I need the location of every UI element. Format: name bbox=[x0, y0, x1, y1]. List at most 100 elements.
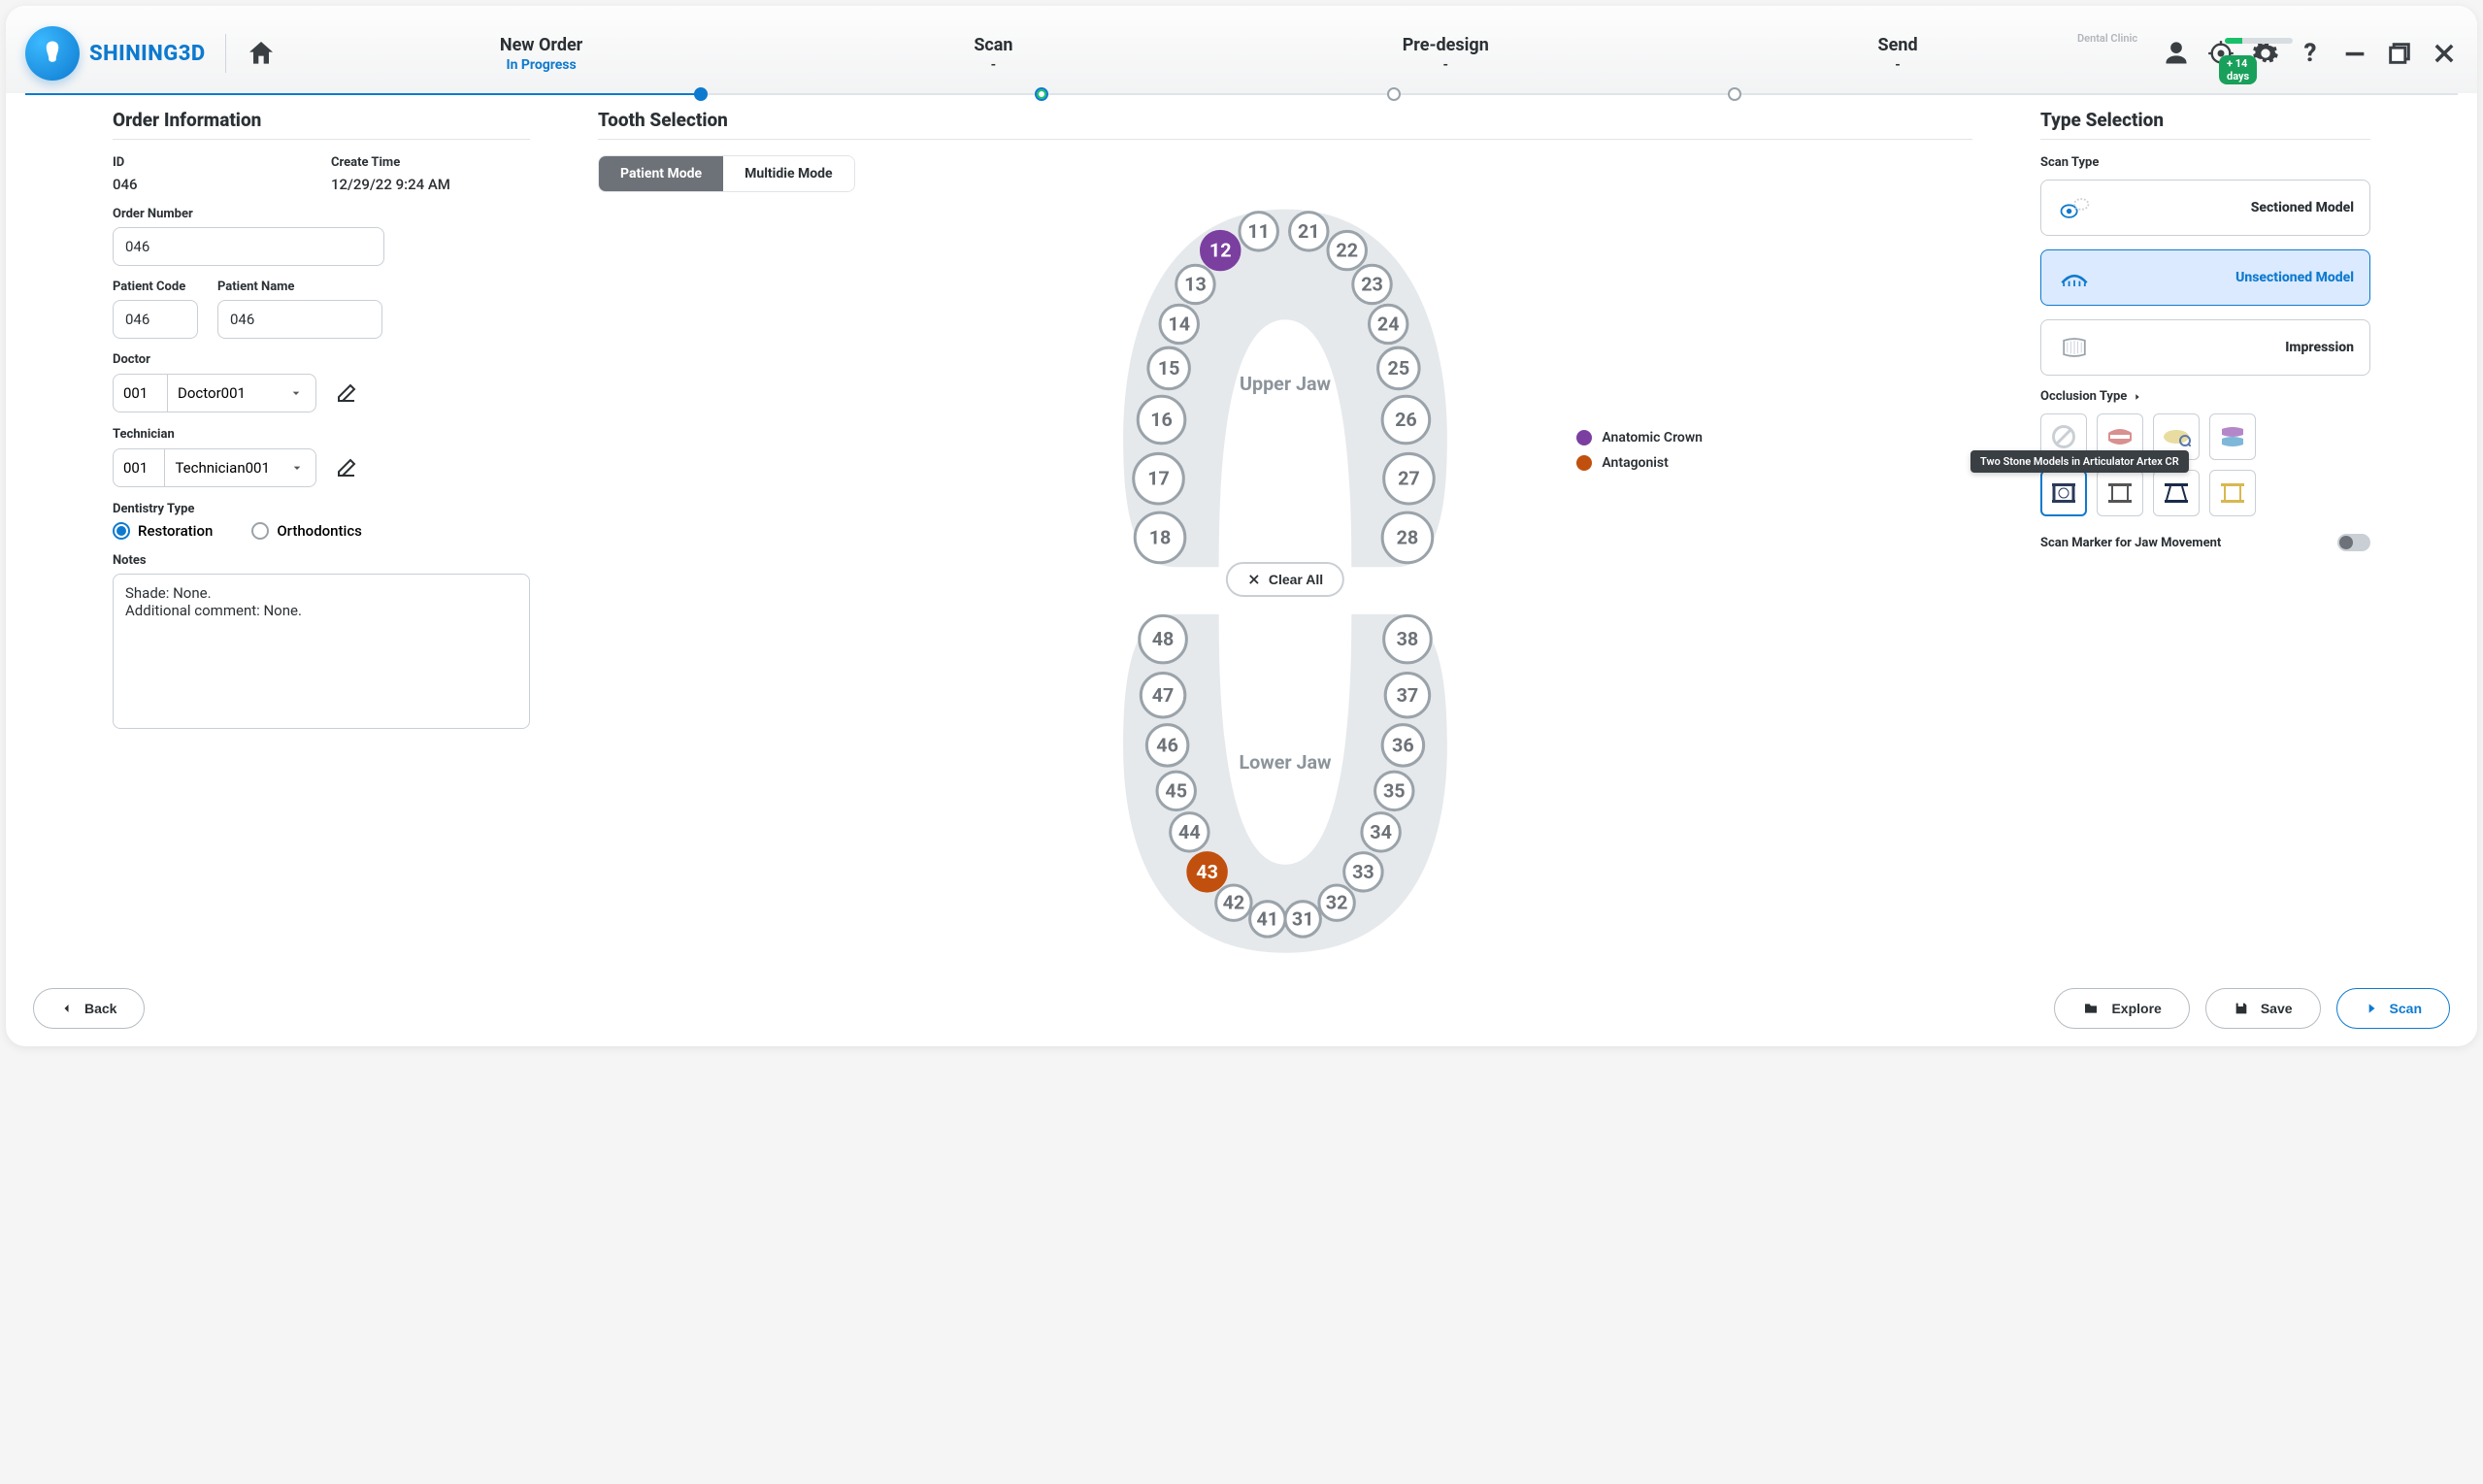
brand-text: SHINING3D bbox=[89, 42, 206, 66]
svg-text:23: 23 bbox=[1361, 273, 1383, 295]
tooth-13[interactable]: 13 bbox=[1176, 265, 1214, 303]
occlusion-articulator-4[interactable] bbox=[2209, 470, 2256, 516]
svg-text:25: 25 bbox=[1388, 357, 1410, 379]
tooth-22[interactable]: 22 bbox=[1328, 231, 1366, 269]
tooth-41[interactable]: 41 bbox=[1250, 902, 1285, 937]
back-button[interactable]: Back bbox=[33, 988, 145, 1029]
step-new-order[interactable]: New Order In Progress bbox=[315, 35, 768, 73]
topbar-right: Dental Clinic + 14 days ? bbox=[2163, 40, 2458, 67]
license-progress bbox=[2225, 38, 2293, 44]
tooth-48[interactable]: 48 bbox=[1140, 615, 1187, 663]
minimize-icon[interactable] bbox=[2341, 40, 2368, 67]
tooth-25[interactable]: 25 bbox=[1378, 347, 1419, 388]
clear-all-button[interactable]: Clear All bbox=[1226, 562, 1344, 597]
order-number-input[interactable] bbox=[113, 227, 384, 266]
tooth-28[interactable]: 28 bbox=[1382, 512, 1433, 563]
tab-patient-mode[interactable]: Patient Mode bbox=[599, 156, 723, 191]
tooth-11[interactable]: 11 bbox=[1240, 213, 1277, 250]
restoration-radio[interactable]: Restoration bbox=[113, 522, 213, 540]
doctor-select[interactable]: 001 Doctor001 bbox=[113, 374, 316, 412]
tooth-21[interactable]: 21 bbox=[1290, 213, 1328, 250]
notes-textarea[interactable] bbox=[113, 574, 530, 729]
tooth-18[interactable]: 18 bbox=[1135, 512, 1185, 563]
chevron-right-icon bbox=[2133, 392, 2142, 402]
footer: Back Explore Save Scan bbox=[6, 976, 2477, 1046]
tooth-23[interactable]: 23 bbox=[1353, 265, 1391, 303]
svg-text:44: 44 bbox=[1178, 821, 1201, 843]
scan-marker-toggle[interactable] bbox=[2337, 534, 2370, 551]
tooth-26[interactable]: 26 bbox=[1382, 396, 1430, 444]
chevron-right-icon bbox=[2365, 1002, 2378, 1015]
close-icon[interactable] bbox=[2431, 40, 2458, 67]
scan-card-sectioned-model[interactable]: Sectioned Model bbox=[2040, 180, 2370, 236]
explore-button[interactable]: Explore bbox=[2054, 988, 2189, 1029]
tooth-37[interactable]: 37 bbox=[1385, 674, 1430, 718]
type-selection-title: Type Selection bbox=[2040, 109, 2370, 131]
technician-select[interactable]: 001 Technician001 bbox=[113, 448, 316, 487]
order-id: 046 bbox=[113, 176, 312, 193]
steps: New Order In Progress Scan - Pre-design … bbox=[315, 35, 2124, 73]
svg-text:Lower Jaw: Lower Jaw bbox=[1239, 751, 1332, 774]
occlusion-articulator-2[interactable] bbox=[2097, 470, 2143, 516]
svg-text:48: 48 bbox=[1152, 628, 1175, 650]
tooth-14[interactable]: 14 bbox=[1160, 305, 1198, 343]
svg-text:46: 46 bbox=[1156, 734, 1178, 756]
tooth-32[interactable]: 32 bbox=[1319, 885, 1354, 920]
tooth-34[interactable]: 34 bbox=[1362, 813, 1400, 851]
user-icon[interactable] bbox=[2163, 40, 2190, 67]
tooth-36[interactable]: 36 bbox=[1382, 725, 1423, 766]
chevron-down-icon bbox=[277, 375, 315, 412]
occlusion-models[interactable] bbox=[2209, 413, 2256, 460]
tooth-35[interactable]: 35 bbox=[1375, 772, 1413, 809]
svg-text:28: 28 bbox=[1397, 526, 1419, 548]
tooth-38[interactable]: 38 bbox=[1384, 615, 1432, 663]
scan-card-impression[interactable]: Impression bbox=[2040, 319, 2370, 376]
svg-text:14: 14 bbox=[1168, 313, 1190, 335]
save-button[interactable]: Save bbox=[2205, 988, 2321, 1029]
days-badge: + 14 days bbox=[2219, 55, 2257, 84]
chevron-down-icon bbox=[280, 449, 315, 486]
orthodontics-radio[interactable]: Orthodontics bbox=[251, 522, 362, 540]
svg-text:36: 36 bbox=[1392, 734, 1414, 756]
tab-multidie-mode[interactable]: Multidie Mode bbox=[723, 156, 853, 191]
tooth-24[interactable]: 24 bbox=[1369, 305, 1407, 343]
tooth-33[interactable]: 33 bbox=[1344, 853, 1382, 891]
patient-name-input[interactable] bbox=[217, 300, 382, 339]
order-info-panel: Order Information ID 046 Create Time 12/… bbox=[113, 109, 530, 957]
tooth-47[interactable]: 47 bbox=[1141, 674, 1185, 718]
tooth-43[interactable]: 43 bbox=[1188, 853, 1226, 891]
tooth-27[interactable]: 27 bbox=[1384, 453, 1435, 504]
home-icon[interactable] bbox=[246, 38, 277, 69]
tooth-selection-panel: Tooth Selection Patient Mode Multidie Mo… bbox=[598, 109, 1972, 957]
tooth-42[interactable]: 42 bbox=[1216, 885, 1251, 920]
svg-text:43: 43 bbox=[1196, 861, 1218, 883]
step-predesign[interactable]: Pre-design - bbox=[1219, 35, 1672, 73]
svg-text:22: 22 bbox=[1336, 240, 1358, 262]
edit-doctor-button[interactable] bbox=[326, 373, 367, 413]
occlusion-grid: Two Stone Models in Articulator Artex CR bbox=[2040, 413, 2370, 516]
tooth-15[interactable]: 15 bbox=[1148, 347, 1189, 388]
svg-text:26: 26 bbox=[1395, 409, 1417, 431]
occlusion-articulator-3[interactable] bbox=[2153, 470, 2200, 516]
tooth-45[interactable]: 45 bbox=[1157, 772, 1195, 809]
tooth-17[interactable]: 17 bbox=[1134, 453, 1184, 504]
tooth-44[interactable]: 44 bbox=[1171, 813, 1208, 851]
tooth-16[interactable]: 16 bbox=[1138, 396, 1185, 444]
svg-text:15: 15 bbox=[1158, 357, 1180, 379]
tooth-46[interactable]: 46 bbox=[1146, 725, 1187, 766]
svg-text:24: 24 bbox=[1377, 313, 1400, 335]
occlusion-articulator-1[interactable] bbox=[2040, 470, 2087, 516]
scan-card-unsectioned-model[interactable]: Unsectioned Model bbox=[2040, 249, 2370, 306]
scan-button[interactable]: Scan bbox=[2336, 988, 2450, 1029]
tooth-12[interactable]: 12 bbox=[1202, 231, 1240, 269]
help-icon[interactable]: ? bbox=[2297, 40, 2324, 67]
svg-text:17: 17 bbox=[1147, 468, 1170, 490]
step-send[interactable]: Send - bbox=[1672, 35, 2124, 73]
step-scan[interactable]: Scan - bbox=[768, 35, 1220, 73]
edit-technician-button[interactable] bbox=[326, 447, 367, 488]
svg-text:31: 31 bbox=[1292, 907, 1314, 930]
maximize-icon[interactable] bbox=[2386, 40, 2413, 67]
patient-code-input[interactable] bbox=[113, 300, 198, 339]
svg-text:35: 35 bbox=[1383, 779, 1406, 802]
tooth-31[interactable]: 31 bbox=[1285, 902, 1320, 937]
